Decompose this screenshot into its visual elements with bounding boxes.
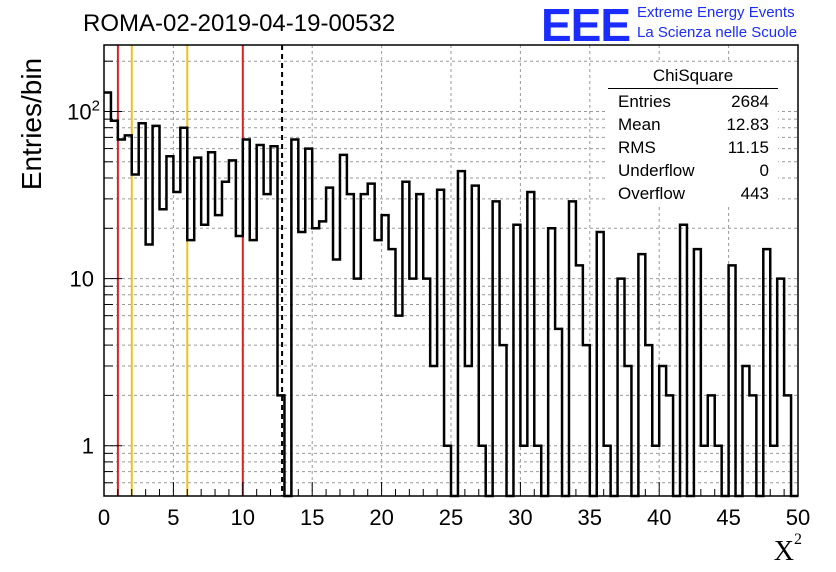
stats-label: Overflow xyxy=(618,184,686,203)
y-tick-label: 102 xyxy=(67,97,100,124)
stats-row: Underflow 0 xyxy=(608,159,778,182)
stats-label: RMS xyxy=(618,138,656,157)
eee-logo: EEE xyxy=(541,0,631,51)
x-axis-label: X2 xyxy=(773,531,802,568)
stats-label: Mean xyxy=(618,115,661,134)
stats-value: 12.83 xyxy=(726,115,769,134)
x-tick-label: 25 xyxy=(439,505,463,530)
x-tick-label: 45 xyxy=(716,505,740,530)
stats-label: Underflow xyxy=(618,161,695,180)
stats-row: Entries 2684 xyxy=(608,90,778,113)
logo-line-2: La Scienza nelle Scuole xyxy=(637,24,798,41)
stats-row: Overflow 443 xyxy=(608,182,778,205)
logo-line-1: Extreme Energy Events xyxy=(637,4,795,21)
reference-lines xyxy=(116,45,284,496)
y-tick-label: 10 xyxy=(70,267,94,292)
y-tick-label: 1 xyxy=(82,434,94,459)
histogram-outline xyxy=(104,91,798,498)
stats-title: ChiSquare xyxy=(608,63,778,89)
x-tick-label: 0 xyxy=(98,505,110,530)
x-tick-label: 20 xyxy=(369,505,393,530)
x-axis-label-sup: 2 xyxy=(794,530,802,548)
stats-row: Mean 12.83 xyxy=(608,113,778,136)
stats-row: RMS 11.15 xyxy=(608,136,778,159)
stats-box: ChiSquare Entries 2684 Mean 12.83 RMS 11.15… xyxy=(608,63,778,205)
stats-label: Entries xyxy=(618,92,671,111)
x-tick-label: 10 xyxy=(231,505,255,530)
stats-value: 443 xyxy=(740,184,769,203)
x-tick-label: 40 xyxy=(647,505,671,530)
axis-ticks xyxy=(103,60,799,497)
x-axis-label-text: X xyxy=(773,536,794,567)
x-tick-label: 5 xyxy=(167,505,179,530)
tick-labels: 0 5 10 15 20 25 30 35 40 45 50 1 10 102 xyxy=(67,97,810,530)
stats-value: 11.15 xyxy=(727,138,769,157)
chart-title: ROMA-02-2019-04-19-00532 xyxy=(83,10,396,37)
x-tick-label: 30 xyxy=(508,505,532,530)
y-axis-label: Entries/bin xyxy=(16,57,47,191)
stats-value: 2684 xyxy=(731,92,769,111)
stats-value: 0 xyxy=(759,161,769,180)
x-tick-label: 50 xyxy=(786,505,810,530)
x-tick-label: 35 xyxy=(578,505,602,530)
x-tick-label: 15 xyxy=(300,505,324,530)
